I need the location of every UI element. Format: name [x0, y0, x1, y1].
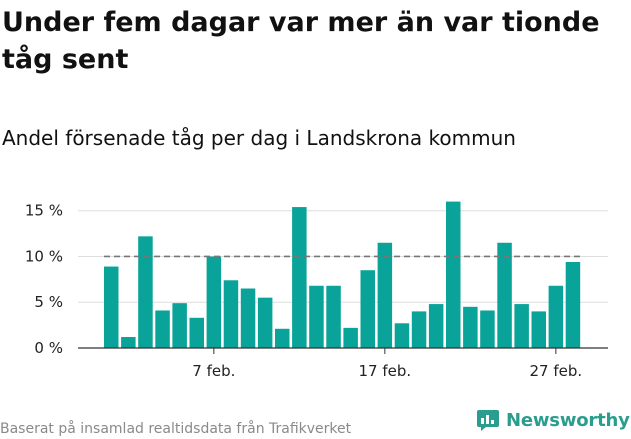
- x-tick-label: 17 feb.: [359, 362, 412, 380]
- bar: [480, 310, 495, 348]
- y-tick-label: 0 %: [34, 339, 63, 357]
- bar: [240, 288, 256, 348]
- bar: [463, 306, 478, 348]
- bar: [104, 266, 119, 348]
- bar: [428, 304, 444, 348]
- newsworthy-logo[interactable]: Newsworthy: [476, 408, 630, 432]
- bar: [531, 311, 546, 348]
- bar: [514, 304, 529, 348]
- y-tick-label: 5 %: [34, 293, 63, 311]
- newsworthy-logo-icon: [477, 410, 499, 431]
- bar: [377, 242, 393, 348]
- bar-chart: 0 % 5 % 10 % 15 % 7 feb. 17 feb. 27 feb.: [25, 201, 608, 380]
- bar: [548, 285, 564, 348]
- bar: [309, 285, 324, 348]
- bar: [138, 236, 153, 348]
- bar: [189, 317, 204, 348]
- brand-name: Newsworthy: [506, 409, 630, 431]
- bar: [155, 310, 170, 348]
- chart-subtitle: Andel försenade tåg per dag i Landskrona…: [2, 126, 516, 150]
- bar: [275, 328, 290, 348]
- bar: [394, 323, 410, 348]
- bar: [411, 311, 427, 348]
- source-note: Baserat på insamlad realtidsdata från Tr…: [0, 421, 352, 437]
- x-tick-label: 27 feb.: [530, 362, 583, 380]
- x-tick-label: 7 feb.: [192, 362, 235, 380]
- bar: [326, 285, 341, 348]
- bar: [121, 337, 136, 348]
- bar: [565, 261, 581, 348]
- y-tick-label: 10 %: [25, 247, 63, 265]
- y-axis-ticks: 0 % 5 % 10 % 15 %: [25, 202, 63, 357]
- bar: [223, 280, 239, 348]
- x-axis-ticks: 7 feb. 17 feb. 27 feb.: [192, 348, 582, 380]
- bar: [497, 242, 512, 348]
- bar: [172, 303, 187, 348]
- bar: [257, 297, 273, 348]
- bar: [343, 327, 358, 348]
- bar: [206, 256, 222, 348]
- bar: [360, 270, 375, 348]
- bar: [446, 201, 461, 348]
- chart-title: Under fem dagar var mer än var tionde tå…: [2, 7, 600, 75]
- y-tick-label: 15 %: [25, 202, 63, 220]
- bars: [104, 201, 581, 348]
- bar: [292, 207, 307, 348]
